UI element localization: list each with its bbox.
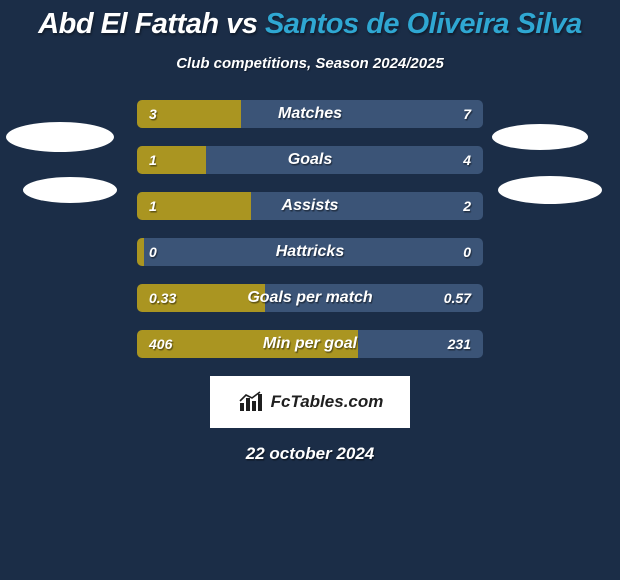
stat-label: Goals <box>137 146 483 174</box>
stat-row: 00Hattricks <box>137 238 483 266</box>
stat-label: Matches <box>137 100 483 128</box>
avatar-ellipse <box>6 122 114 152</box>
stat-label: Min per goal <box>137 330 483 358</box>
stat-row: 0.330.57Goals per match <box>137 284 483 312</box>
stat-row: 12Assists <box>137 192 483 220</box>
stat-label: Hattricks <box>137 238 483 266</box>
avatar-ellipse <box>23 177 117 203</box>
watermark-text: FcTables.com <box>271 392 384 412</box>
chart-icon <box>237 391 265 413</box>
watermark: FcTables.com <box>210 376 410 428</box>
avatar-ellipse <box>498 176 602 204</box>
player1-name: Abd El Fattah <box>38 8 218 40</box>
stat-row: 37Matches <box>137 100 483 128</box>
stat-row: 14Goals <box>137 146 483 174</box>
comparison-bars: 37Matches 14Goals 12Assists 00Hattricks 0.33… <box>137 100 483 358</box>
date-text: 22 october 2024 <box>0 444 620 464</box>
stat-label: Assists <box>137 192 483 220</box>
vs-text: vs <box>226 8 257 40</box>
avatar-ellipse <box>492 124 588 150</box>
stat-row: 406231Min per goal <box>137 330 483 358</box>
player2-name: Santos de Oliveira Silva <box>265 8 582 40</box>
stat-label: Goals per match <box>137 284 483 312</box>
page-title: Abd El Fattah vs Santos de Oliveira Silv… <box>0 0 620 41</box>
subtitle: Club competitions, Season 2024/2025 <box>0 55 620 72</box>
